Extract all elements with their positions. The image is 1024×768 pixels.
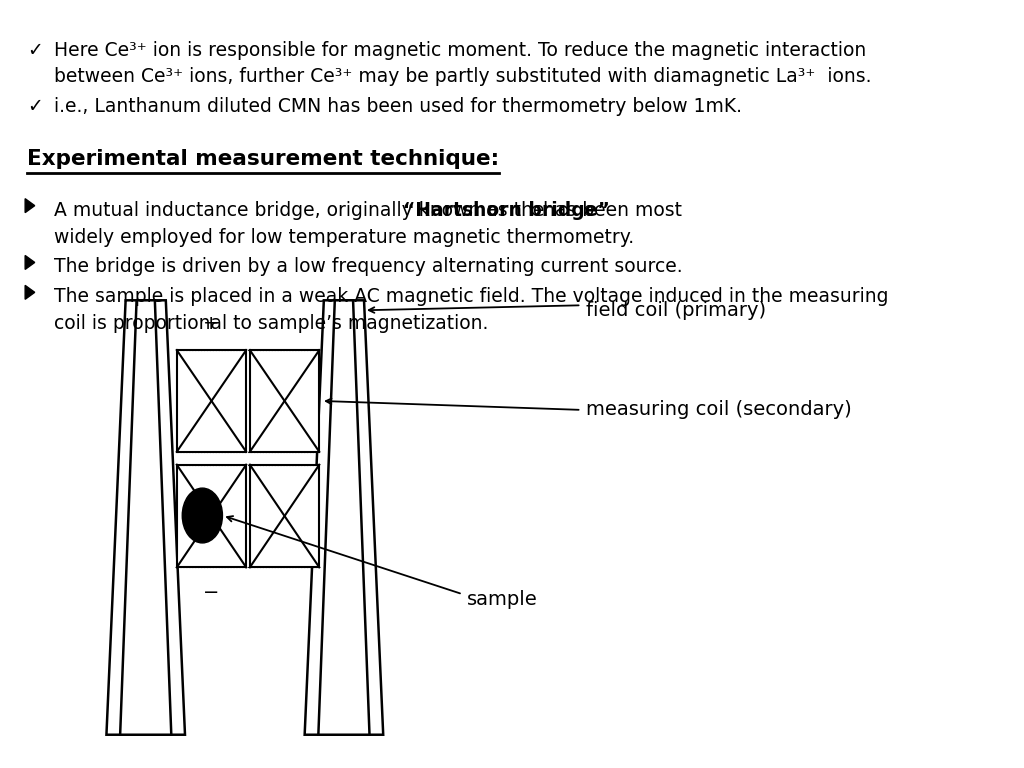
Text: A mutual inductance bridge, originally known as the: A mutual inductance bridge, originally k… bbox=[54, 200, 551, 220]
Polygon shape bbox=[177, 465, 246, 568]
Polygon shape bbox=[305, 300, 383, 735]
Text: measuring coil (secondary): measuring coil (secondary) bbox=[586, 400, 852, 419]
Ellipse shape bbox=[182, 488, 222, 543]
Text: coil is proportional to sample’s magnetization.: coil is proportional to sample’s magneti… bbox=[54, 314, 488, 333]
Polygon shape bbox=[26, 199, 35, 213]
Polygon shape bbox=[177, 350, 246, 452]
Polygon shape bbox=[26, 256, 35, 270]
Polygon shape bbox=[250, 350, 319, 452]
Polygon shape bbox=[106, 300, 185, 735]
Text: sample: sample bbox=[467, 590, 538, 609]
Polygon shape bbox=[318, 300, 370, 735]
Text: between Ce³⁺ ions, further Ce³⁺ may be partly substituted with diamagnetic La³⁺ : between Ce³⁺ ions, further Ce³⁺ may be p… bbox=[54, 67, 871, 86]
Text: “Hartshorn bridge”: “Hartshorn bridge” bbox=[403, 200, 610, 220]
Polygon shape bbox=[250, 465, 319, 568]
Text: Experimental measurement technique:: Experimental measurement technique: bbox=[27, 149, 499, 169]
Text: ✓: ✓ bbox=[27, 97, 43, 116]
Text: widely employed for low temperature magnetic thermometry.: widely employed for low temperature magn… bbox=[54, 227, 635, 247]
Text: −: − bbox=[204, 583, 220, 602]
Text: Here Ce³⁺ ion is responsible for magnetic moment. To reduce the magnetic interac: Here Ce³⁺ ion is responsible for magneti… bbox=[54, 41, 866, 60]
Text: has been most: has been most bbox=[537, 200, 682, 220]
Text: i.e., Lanthanum diluted CMN has been used for thermometry below 1mK.: i.e., Lanthanum diluted CMN has been use… bbox=[54, 97, 742, 116]
Polygon shape bbox=[26, 286, 35, 300]
Text: The sample is placed in a weak AC magnetic field. The voltage induced in the mea: The sample is placed in a weak AC magnet… bbox=[54, 287, 889, 306]
Text: The bridge is driven by a low frequency alternating current source.: The bridge is driven by a low frequency … bbox=[54, 257, 683, 276]
Text: field coil (primary): field coil (primary) bbox=[586, 301, 766, 319]
Text: +: + bbox=[203, 313, 220, 333]
Polygon shape bbox=[120, 300, 171, 735]
Text: ✓: ✓ bbox=[27, 41, 43, 60]
